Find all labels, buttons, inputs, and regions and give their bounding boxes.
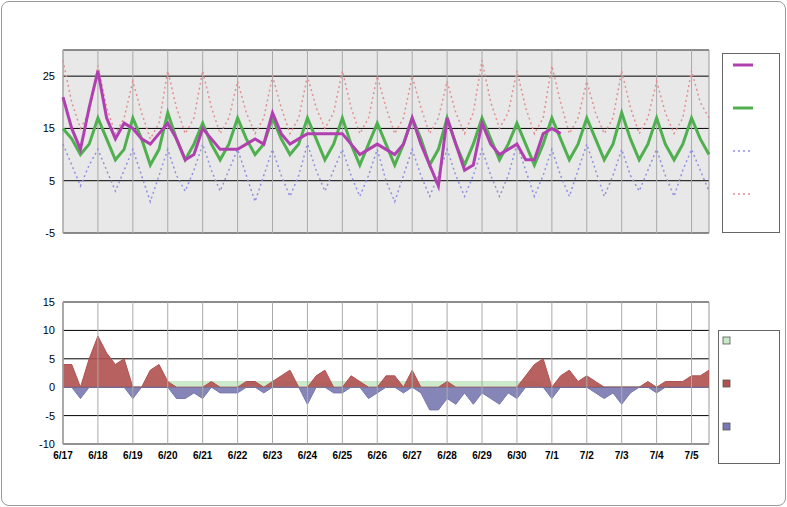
svg-text:6/30: 6/30 (507, 450, 527, 461)
svg-text:6/18: 6/18 (88, 450, 108, 461)
svg-text:25: 25 (43, 70, 55, 82)
svg-text:-10: -10 (39, 438, 55, 450)
svg-text:7/3: 7/3 (615, 450, 629, 461)
svg-text:6/27: 6/27 (402, 450, 422, 461)
svg-text:6/19: 6/19 (123, 450, 143, 461)
svg-text:6/26: 6/26 (368, 450, 388, 461)
svg-text:7/2: 7/2 (580, 450, 594, 461)
svg-text:6/20: 6/20 (158, 450, 178, 461)
svg-text:5: 5 (49, 175, 55, 187)
svg-text:7/1: 7/1 (545, 450, 559, 461)
svg-text:10: 10 (43, 324, 55, 336)
svg-text:7/5: 7/5 (685, 450, 699, 461)
svg-text:7/4: 7/4 (650, 450, 664, 461)
svg-text:-5: -5 (45, 410, 55, 422)
svg-text:0: 0 (49, 381, 55, 393)
svg-text:15: 15 (43, 296, 55, 308)
svg-text:6/17: 6/17 (53, 450, 73, 461)
svg-text:6/29: 6/29 (472, 450, 492, 461)
svg-text:6/25: 6/25 (333, 450, 353, 461)
svg-text:6/28: 6/28 (437, 450, 457, 461)
svg-text:-5: -5 (45, 227, 55, 239)
svg-text:6/21: 6/21 (193, 450, 213, 461)
svg-text:6/22: 6/22 (228, 450, 248, 461)
svg-text:6/24: 6/24 (298, 450, 318, 461)
svg-text:5: 5 (49, 353, 55, 365)
svg-text:6/23: 6/23 (263, 450, 283, 461)
svg-text:15: 15 (43, 122, 55, 134)
